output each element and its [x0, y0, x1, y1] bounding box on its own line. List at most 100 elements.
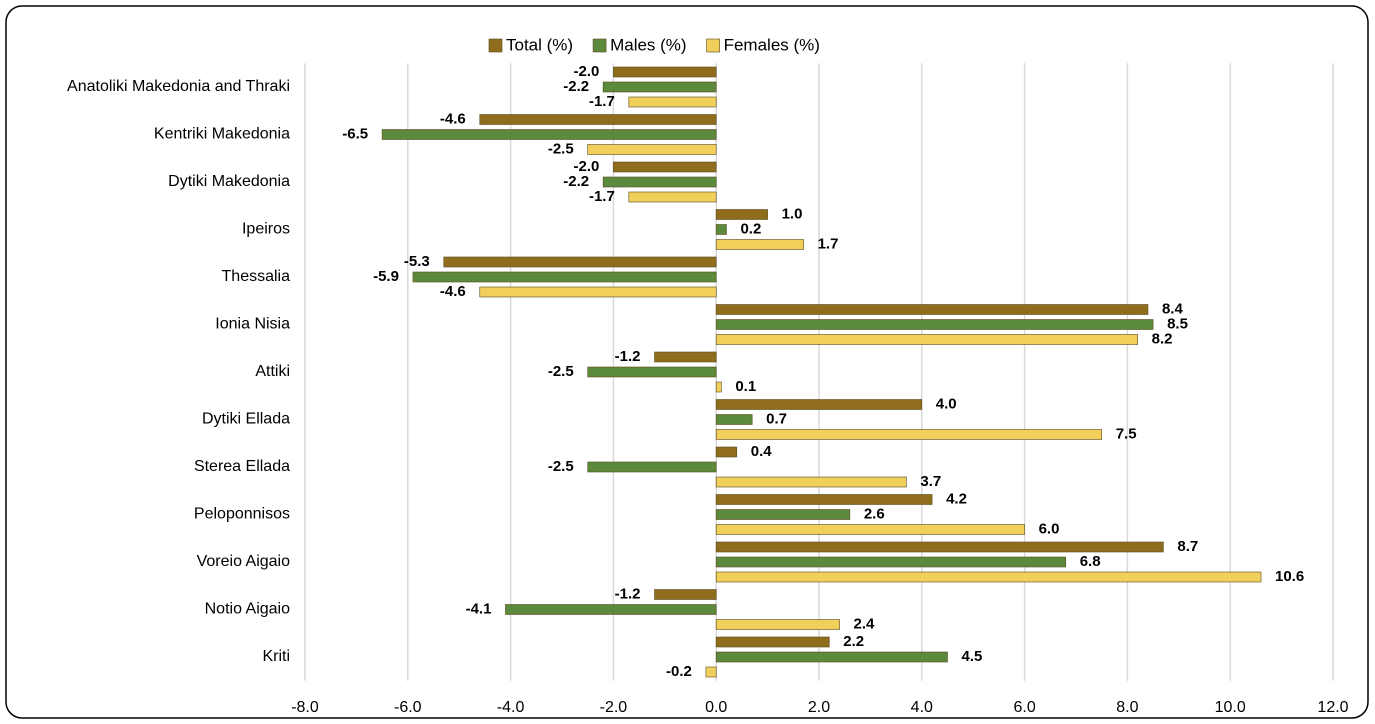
value-label: -5.3	[404, 253, 430, 270]
value-label: -2.2	[563, 78, 589, 95]
value-label: -2.5	[548, 363, 574, 380]
value-label: -4.6	[440, 110, 466, 127]
value-label: -2.0	[574, 63, 600, 80]
y-tick-label: Ionia Nisia	[215, 316, 290, 333]
bar	[715, 414, 753, 425]
value-label: 3.7	[920, 473, 941, 490]
bar	[613, 161, 717, 173]
value-label: 6.0	[1039, 520, 1060, 537]
y-tick-label: Thessalia	[222, 268, 291, 285]
bar	[654, 589, 717, 600]
value-label: -5.9	[373, 268, 399, 285]
bar	[587, 461, 717, 473]
bar	[715, 541, 1164, 553]
value-label: 0.4	[751, 443, 773, 460]
y-tick-label: Kriti	[262, 648, 290, 665]
value-label: -1.2	[615, 585, 641, 602]
value-label: -0.2	[666, 663, 692, 680]
bar	[715, 381, 722, 393]
x-tick-label: -2.0	[600, 699, 628, 716]
bar	[628, 96, 717, 108]
x-tick-label: 12.0	[1317, 699, 1348, 716]
value-label: 0.7	[766, 410, 787, 427]
legend-label: Total (%)	[506, 35, 573, 54]
bar	[479, 114, 717, 125]
x-tick-label: 6.0	[1013, 699, 1035, 716]
x-tick-label: 8.0	[1116, 699, 1138, 716]
value-label: 8.4	[1162, 300, 1184, 317]
x-tick-label: 10.0	[1215, 699, 1246, 716]
x-tick-label: 2.0	[808, 699, 830, 716]
y-tick-label: Dytiki Ellada	[202, 411, 290, 428]
value-label: 0.2	[740, 220, 761, 237]
bar	[628, 191, 717, 203]
legend-swatch	[592, 38, 607, 53]
x-tick-label: 0.0	[705, 699, 727, 716]
bar	[613, 66, 717, 78]
value-label: 4.2	[946, 490, 967, 507]
value-label: -2.5	[548, 458, 574, 475]
y-tick-label: Notio Aigaio	[205, 601, 290, 618]
bar	[715, 399, 923, 410]
value-label: 1.7	[818, 235, 839, 252]
bar	[715, 509, 851, 520]
bar	[479, 286, 717, 298]
value-label: -1.7	[589, 188, 615, 205]
bar	[715, 524, 1025, 535]
bar	[715, 571, 1262, 583]
bar	[602, 176, 717, 188]
bar	[705, 666, 717, 678]
x-tick-label: -6.0	[394, 699, 422, 716]
value-label: 4.5	[962, 648, 983, 665]
value-label: 1.0	[782, 205, 803, 222]
value-label: 2.2	[843, 633, 864, 650]
y-tick-label: Ipeiros	[242, 221, 290, 238]
value-label: 2.6	[864, 505, 885, 522]
value-label: -2.2	[563, 173, 589, 190]
bar	[715, 319, 1154, 330]
legend-label: Males (%)	[610, 35, 687, 54]
legend-swatch	[488, 38, 503, 53]
bar	[715, 429, 1103, 440]
bar	[602, 81, 717, 93]
value-label: 4.0	[936, 395, 957, 412]
bar	[715, 239, 804, 250]
y-tick-label: Peloponnisos	[194, 506, 290, 523]
x-tick-label: -8.0	[291, 699, 319, 716]
value-label: 8.5	[1167, 315, 1188, 332]
y-tick-label: Attiki	[255, 363, 290, 380]
bar	[715, 494, 933, 505]
value-label: 2.4	[854, 615, 876, 632]
bar	[715, 556, 1067, 568]
legend-label: Females (%)	[724, 35, 820, 54]
value-label: -4.6	[440, 283, 466, 300]
y-tick-label: Anatoliki Makedonia and Thraki	[67, 78, 290, 95]
value-label: -1.2	[615, 348, 641, 365]
y-tick-label: Dytiki Makedonia	[168, 173, 290, 190]
bar	[654, 351, 717, 363]
bar	[505, 604, 717, 615]
y-tick-label: Sterea Ellada	[194, 458, 290, 475]
value-label: 6.8	[1080, 553, 1101, 570]
y-tick-label: Voreio Aigaio	[197, 553, 291, 570]
value-label: -2.0	[574, 158, 600, 175]
value-label: -6.5	[342, 125, 368, 142]
bar	[715, 636, 830, 648]
bar	[587, 366, 717, 378]
bar	[715, 304, 1149, 315]
bar	[412, 271, 717, 283]
value-label: 7.5	[1116, 425, 1137, 442]
bar	[587, 144, 717, 155]
bar	[715, 334, 1138, 345]
value-label: -4.1	[466, 600, 492, 617]
value-label: 10.6	[1275, 568, 1304, 585]
bar	[715, 224, 727, 235]
y-tick-label: Kentriki Makedonia	[154, 126, 290, 143]
value-label: -2.5	[548, 140, 574, 157]
value-label: 8.2	[1152, 330, 1173, 347]
bar	[381, 129, 717, 140]
value-label: 0.1	[735, 378, 756, 395]
bar	[715, 446, 738, 458]
legend-swatch	[706, 38, 720, 53]
